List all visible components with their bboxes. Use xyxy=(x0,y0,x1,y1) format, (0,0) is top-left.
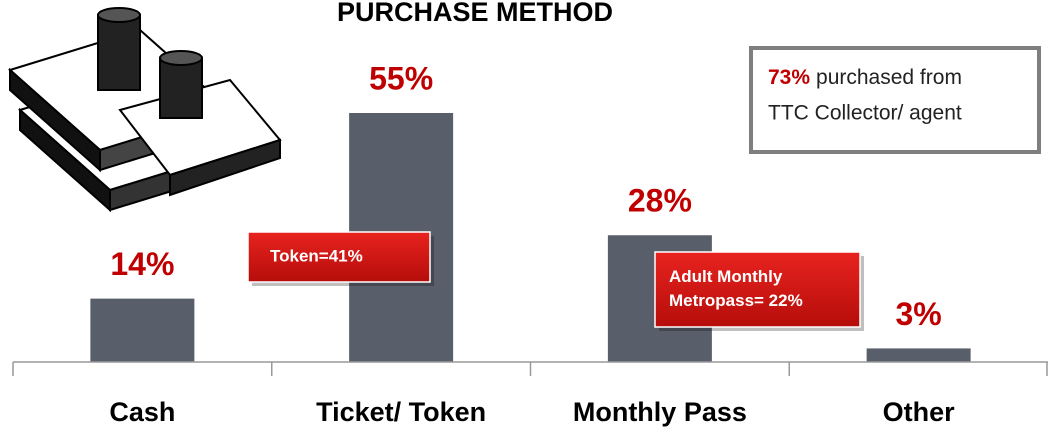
value-label: 55% xyxy=(369,60,433,96)
annotation-text: Adult Monthly xyxy=(669,267,783,286)
x-tick-label: Ticket/ Token xyxy=(316,397,486,427)
annotation-box xyxy=(654,251,861,328)
callout-highlight: 73% xyxy=(768,66,810,89)
annotation-text: Metropass= 22% xyxy=(669,291,803,310)
callout-text: purchased from xyxy=(816,66,962,89)
x-tick-label: Other xyxy=(883,397,956,427)
bar xyxy=(866,348,971,362)
chart-title: PURCHASE METHOD xyxy=(337,0,613,27)
callout-line: 73% purchased from xyxy=(768,66,962,89)
value-label: 3% xyxy=(896,296,942,332)
annotation-box xyxy=(247,231,431,283)
annotation-text: Token=41% xyxy=(270,246,363,265)
value-label: 28% xyxy=(628,183,692,219)
bar xyxy=(90,298,195,362)
value-label: 14% xyxy=(110,246,174,282)
callout-text: TTC Collector/ agent xyxy=(768,102,962,125)
x-tick-label: Cash xyxy=(109,397,175,427)
money-icon xyxy=(8,7,282,213)
callout-box xyxy=(749,46,1041,154)
x-tick-label: Monthly Pass xyxy=(573,397,747,427)
